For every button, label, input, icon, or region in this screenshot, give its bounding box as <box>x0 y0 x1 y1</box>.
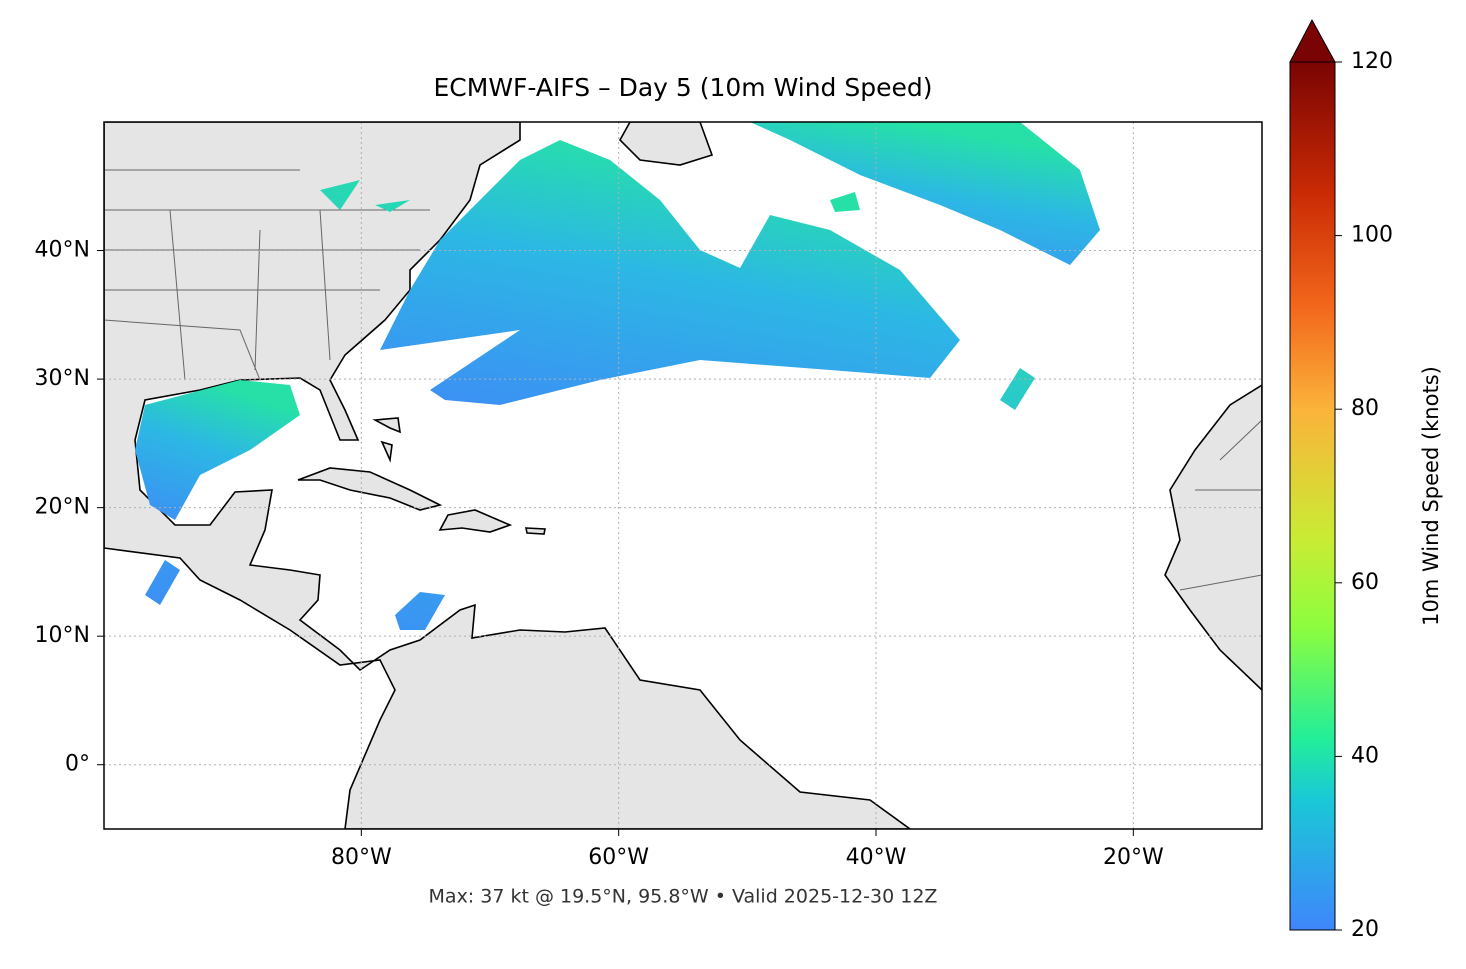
wind-field <box>750 122 1100 265</box>
bahamas <box>372 417 401 463</box>
colorbar-tick-label: 40 <box>1351 743 1379 768</box>
y-tick-label: 0° <box>65 752 90 777</box>
map-frame <box>103 121 1263 830</box>
us-borders <box>104 169 1262 591</box>
colorbar-tick-label: 100 <box>1351 223 1393 248</box>
colorbar <box>1289 61 1336 931</box>
colorbar-label: 10m Wind Speed (knots) <box>1419 366 1443 626</box>
colorbar-tick-label: 80 <box>1351 396 1379 421</box>
x-tick-label: 80°W <box>331 845 392 870</box>
colorbar-tick-label: 120 <box>1351 49 1393 74</box>
y-tick-label: 30°N <box>35 366 90 391</box>
chart-title: ECMWF-AIFS – Day 5 (10m Wind Speed) <box>434 73 933 102</box>
y-tick-label: 40°N <box>35 238 90 263</box>
colorbar-tick-label: 20 <box>1351 917 1379 942</box>
footer: Max: 37 kt @ 19.5°N, 95.8°W • Valid 2025… <box>429 886 938 908</box>
africa <box>1164 384 1262 692</box>
wind-field <box>380 140 960 405</box>
colorbar-tick-label: 60 <box>1351 570 1379 595</box>
x-tick-label: 40°W <box>846 845 907 870</box>
cuba <box>297 467 443 511</box>
x-tick-label: 60°W <box>588 845 649 870</box>
map <box>104 122 1262 829</box>
y-tick-label: 20°N <box>35 495 90 520</box>
puerto-rico <box>525 527 546 535</box>
newfoundland <box>619 122 714 166</box>
wind-field <box>135 380 300 520</box>
gridlines <box>104 122 1262 829</box>
y-tick-label: 10°N <box>35 623 90 648</box>
americas <box>104 122 912 829</box>
x-tick-label: 20°W <box>1103 845 1164 870</box>
colorbar-extend <box>1289 18 1336 63</box>
hispaniola <box>438 509 513 533</box>
